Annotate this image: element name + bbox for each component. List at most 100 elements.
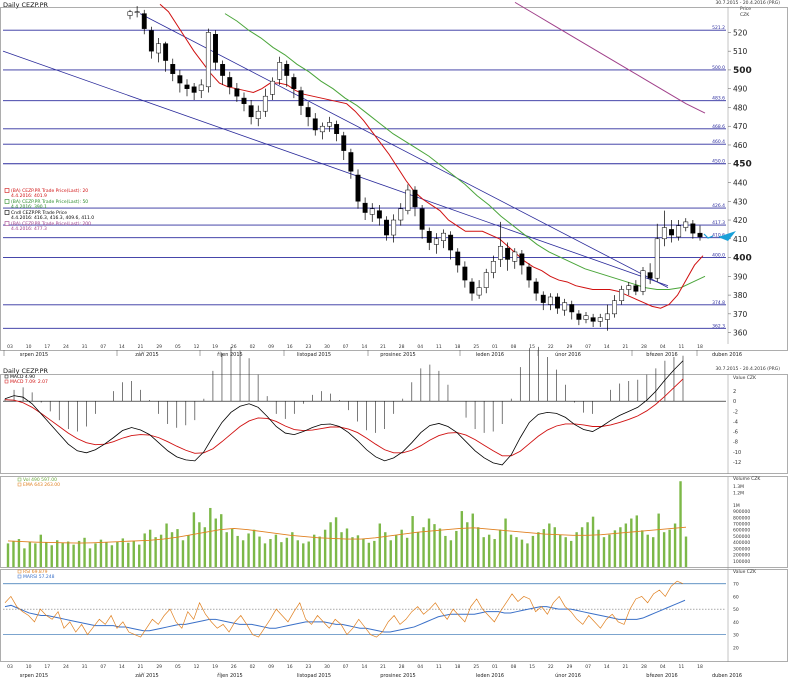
candle-body — [476, 287, 482, 296]
panel-frame-2 — [0, 374, 788, 474]
volume-bar — [280, 542, 283, 567]
x-day-tick: 16 — [287, 344, 293, 350]
y-tick-label: 370 — [733, 310, 748, 319]
bottom-x-month-label: leden 2016 — [476, 673, 504, 679]
candle-body — [569, 304, 575, 313]
candle-body — [198, 84, 204, 91]
bottom-x-day-tick: 11 — [436, 664, 442, 670]
volume-y-tick-label: 300000 — [733, 546, 750, 552]
volume-y-tick-label: 1.3M — [733, 484, 744, 490]
x-day-tick: 21 — [380, 344, 386, 350]
marsi-line — [4, 599, 686, 633]
volume-bar — [105, 542, 108, 567]
volume-bar — [564, 537, 567, 567]
trendline-1 — [2, 50, 669, 287]
bottom-x-day-tick: 04 — [660, 664, 666, 670]
volume-bar — [127, 542, 130, 567]
legend-value: 4.4.2016: 401.9 — [11, 193, 47, 199]
bottom-x-day-tick: 14 — [604, 664, 610, 670]
volume-bar — [373, 540, 376, 567]
volume-bar — [61, 542, 64, 567]
volume-bar — [99, 539, 103, 567]
volume-bar — [487, 534, 491, 567]
volume-y-tick-label: 1.2M — [733, 490, 744, 496]
volume-bar — [384, 532, 387, 567]
x-month-label: listopad 2015 — [297, 352, 331, 358]
x-day-tick: 30 — [324, 344, 330, 350]
chart-title: Daily CEZP.PR — [3, 1, 49, 9]
volume-y-tick-label: 800000 — [733, 515, 750, 521]
macd-panel-title: Daily CEZP.PR — [3, 367, 49, 375]
legend-checkbox — [4, 210, 10, 215]
rsi-y-tick-label: 70 — [733, 582, 739, 588]
candle-body — [369, 208, 375, 215]
candle-body — [384, 219, 389, 236]
x-day-tick: 23 — [306, 344, 312, 350]
y-tick-label: 430 — [733, 197, 748, 206]
candle-body — [612, 300, 617, 315]
macd-y-tick-label: -8 — [733, 440, 738, 446]
volume-bar — [83, 537, 86, 567]
x-day-tick: 28 — [641, 344, 647, 350]
volume-bar — [624, 523, 628, 567]
candle-body — [262, 95, 268, 112]
volume-bar — [17, 539, 21, 567]
volume-bar — [559, 534, 562, 567]
volume-bar — [493, 539, 496, 567]
bottom-x-day-tick: 17 — [44, 664, 50, 670]
volume-bar — [252, 529, 256, 567]
candle-body — [462, 266, 468, 281]
volume-bar — [389, 540, 392, 567]
rsi-y-tick-label: 40 — [733, 620, 739, 626]
bottom-x-day-tick: 26 — [231, 664, 237, 670]
bottom-x-day-tick: 29 — [156, 664, 162, 670]
candle-body — [547, 296, 553, 305]
candle-body — [234, 88, 240, 97]
candle-body — [127, 11, 133, 16]
x-day-tick: 29 — [156, 344, 162, 350]
volume-bar — [548, 523, 551, 567]
bottom-x-month-label: prosinec 2015 — [380, 673, 415, 679]
volume-bar — [329, 522, 332, 567]
candle-body — [348, 152, 354, 172]
x-day-tick: 18 — [697, 344, 703, 350]
bottom-x-month-label: březen 2016 — [646, 672, 677, 679]
volume-bar — [187, 535, 190, 567]
candle-body — [291, 77, 297, 89]
volume-bar — [586, 522, 589, 567]
rsi-y-tick-label: 60 — [733, 594, 739, 600]
y-tick-label: 450 — [733, 160, 752, 170]
bottom-x-month-label: říjen 2015 — [217, 672, 242, 679]
candle-body — [526, 266, 532, 281]
bottom-x-day-tick: 11 — [678, 664, 684, 670]
bottom-x-day-tick: 21 — [623, 664, 629, 670]
y-tick-label: 400 — [733, 254, 752, 264]
candle-body — [597, 317, 603, 322]
candle-body — [156, 43, 161, 54]
x-day-tick: 25 — [473, 344, 479, 350]
candle-body — [661, 227, 667, 240]
volume-bar — [427, 518, 431, 567]
cyan-arrow-marker — [718, 231, 736, 241]
ma-200-line — [514, 1, 706, 114]
y-tick-label: 440 — [733, 179, 748, 188]
volume-bar — [477, 527, 480, 567]
volume-bar — [449, 540, 453, 567]
x-day-tick: 15 — [529, 344, 535, 350]
y-tick-label: 460 — [733, 141, 748, 150]
volume-bar — [176, 529, 179, 567]
bottom-x-month-label: únor 2016 — [555, 672, 581, 679]
candle-body — [227, 77, 233, 88]
rsi-axis-unit: Value CZK — [733, 569, 757, 575]
x-day-tick: 14 — [119, 344, 125, 350]
x-day-tick: 11 — [678, 344, 684, 350]
bottom-x-day-tick: 14 — [119, 664, 125, 670]
volume-bar — [395, 535, 398, 567]
candle-body — [498, 246, 503, 260]
volume-bar — [181, 540, 185, 567]
volume-bar — [121, 538, 125, 567]
level-label: 500.0 — [712, 65, 725, 71]
volume-bar — [641, 530, 644, 567]
x-day-tick: 07 — [100, 344, 106, 350]
